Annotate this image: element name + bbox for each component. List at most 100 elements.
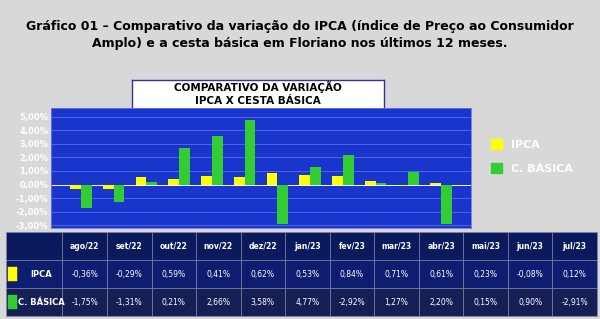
Bar (365, 182, 376, 185)
Bar (285, 288, 330, 316)
Text: mar/23: mar/23 (382, 242, 412, 251)
Text: C. BÁSICA: C. BÁSICA (17, 298, 64, 307)
Text: 0,61%: 0,61% (429, 270, 453, 279)
Bar (398, 185, 409, 186)
Text: dez/22: dez/22 (248, 242, 277, 251)
Text: -1,31%: -1,31% (116, 298, 143, 307)
Bar (169, 179, 179, 185)
Bar (553, 288, 597, 316)
Bar (508, 260, 553, 288)
Bar (8, 267, 17, 281)
Bar (277, 185, 288, 224)
Bar (330, 233, 374, 260)
Bar (113, 185, 124, 202)
Bar (81, 185, 92, 208)
Text: 0,15%: 0,15% (473, 298, 497, 307)
Bar (310, 167, 321, 185)
Text: -1,75%: -1,75% (71, 298, 98, 307)
Bar (241, 260, 285, 288)
Text: fev/23: fev/23 (338, 242, 365, 251)
Bar (234, 177, 245, 185)
Bar (103, 185, 113, 189)
Bar (179, 148, 190, 185)
Text: -0,36%: -0,36% (71, 270, 98, 279)
Bar (374, 233, 419, 260)
Bar (299, 175, 310, 185)
Bar (196, 260, 241, 288)
Text: 0,53%: 0,53% (295, 270, 320, 279)
Text: 2,66%: 2,66% (206, 298, 230, 307)
Text: Gráfico 01 – Comparativo da variação do IPCA (índice de Preço ao Consumidor
Ampl: Gráfico 01 – Comparativo da variação do … (26, 20, 574, 50)
Bar (330, 260, 374, 288)
Bar (430, 183, 441, 185)
Bar (553, 260, 597, 288)
Text: 3,58%: 3,58% (251, 298, 275, 307)
Text: 0,90%: 0,90% (518, 298, 542, 307)
Text: set/22: set/22 (116, 242, 143, 251)
Bar (212, 136, 223, 185)
Bar (196, 233, 241, 260)
Bar (419, 233, 463, 260)
Bar (285, 260, 330, 288)
Bar (330, 288, 374, 316)
Bar (107, 260, 152, 288)
Text: abr/23: abr/23 (427, 242, 455, 251)
Text: ago/22: ago/22 (70, 242, 100, 251)
Text: jan/23: jan/23 (294, 242, 321, 251)
Text: 0,84%: 0,84% (340, 270, 364, 279)
Bar (201, 176, 212, 185)
Bar (463, 288, 508, 316)
Bar (463, 260, 508, 288)
Text: 0,41%: 0,41% (206, 270, 230, 279)
Bar (6, 288, 62, 316)
Bar (553, 233, 597, 260)
Text: -0,08%: -0,08% (517, 270, 544, 279)
Text: 0,23%: 0,23% (473, 270, 497, 279)
Text: mai/23: mai/23 (471, 242, 500, 251)
Bar (266, 173, 277, 185)
Bar (419, 260, 463, 288)
Bar (62, 260, 107, 288)
Text: 0,71%: 0,71% (385, 270, 409, 279)
Bar (152, 288, 196, 316)
Text: out/22: out/22 (160, 242, 188, 251)
Bar (152, 233, 196, 260)
Bar (332, 176, 343, 185)
Text: 0,59%: 0,59% (162, 270, 186, 279)
Bar (376, 182, 386, 185)
Bar (441, 185, 452, 224)
Bar (196, 288, 241, 316)
Bar (285, 233, 330, 260)
Bar (241, 288, 285, 316)
Bar (6, 233, 62, 260)
Bar (107, 233, 152, 260)
Text: 2,20%: 2,20% (429, 298, 453, 307)
Text: 0,12%: 0,12% (563, 270, 587, 279)
Text: jun/23: jun/23 (517, 242, 544, 251)
Bar (463, 233, 508, 260)
Bar (62, 233, 107, 260)
Text: COMPARATIVO DA VARIAÇÃO
IPCA X CESTA BÁSICA: COMPARATIVO DA VARIAÇÃO IPCA X CESTA BÁS… (174, 81, 342, 106)
Bar (62, 288, 107, 316)
Text: 1,27%: 1,27% (385, 298, 409, 307)
Bar (245, 120, 256, 185)
Text: 4,77%: 4,77% (295, 298, 320, 307)
Legend: IPCA, C. BÁSICA: IPCA, C. BÁSICA (485, 133, 578, 179)
Bar (70, 185, 81, 189)
Bar (8, 295, 17, 309)
Text: jul/23: jul/23 (563, 242, 587, 251)
Bar (107, 288, 152, 316)
Bar (152, 260, 196, 288)
Text: -2,91%: -2,91% (562, 298, 588, 307)
Text: 0,21%: 0,21% (162, 298, 186, 307)
Text: nov/22: nov/22 (204, 242, 233, 251)
Bar (409, 172, 419, 185)
Bar (146, 182, 157, 185)
Text: 0,62%: 0,62% (251, 270, 275, 279)
Text: -2,92%: -2,92% (338, 298, 365, 307)
Bar (241, 233, 285, 260)
Bar (136, 176, 146, 185)
Bar (6, 260, 62, 288)
Bar (343, 155, 353, 185)
Text: IPCA: IPCA (30, 270, 52, 279)
